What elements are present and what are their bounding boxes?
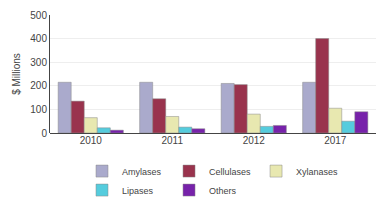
svg-text:500: 500 [30, 10, 47, 21]
svg-text:400: 400 [30, 33, 47, 44]
svg-text:2010: 2010 [80, 135, 103, 146]
svg-text:Lipases: Lipases [122, 186, 154, 196]
svg-text:200: 200 [30, 80, 47, 91]
svg-text:Amylases: Amylases [122, 167, 162, 177]
svg-text:2012: 2012 [243, 135, 266, 146]
svg-text:Cellulases: Cellulases [209, 167, 251, 177]
svg-text:$ Millions: $ Millions [11, 53, 22, 95]
svg-text:Others: Others [209, 186, 237, 196]
svg-text:Xylanases: Xylanases [296, 167, 338, 177]
svg-text:300: 300 [30, 57, 47, 68]
svg-text:100: 100 [30, 104, 47, 115]
svg-text:2017: 2017 [324, 135, 347, 146]
svg-text:0: 0 [41, 128, 47, 139]
svg-text:2011: 2011 [161, 135, 183, 146]
